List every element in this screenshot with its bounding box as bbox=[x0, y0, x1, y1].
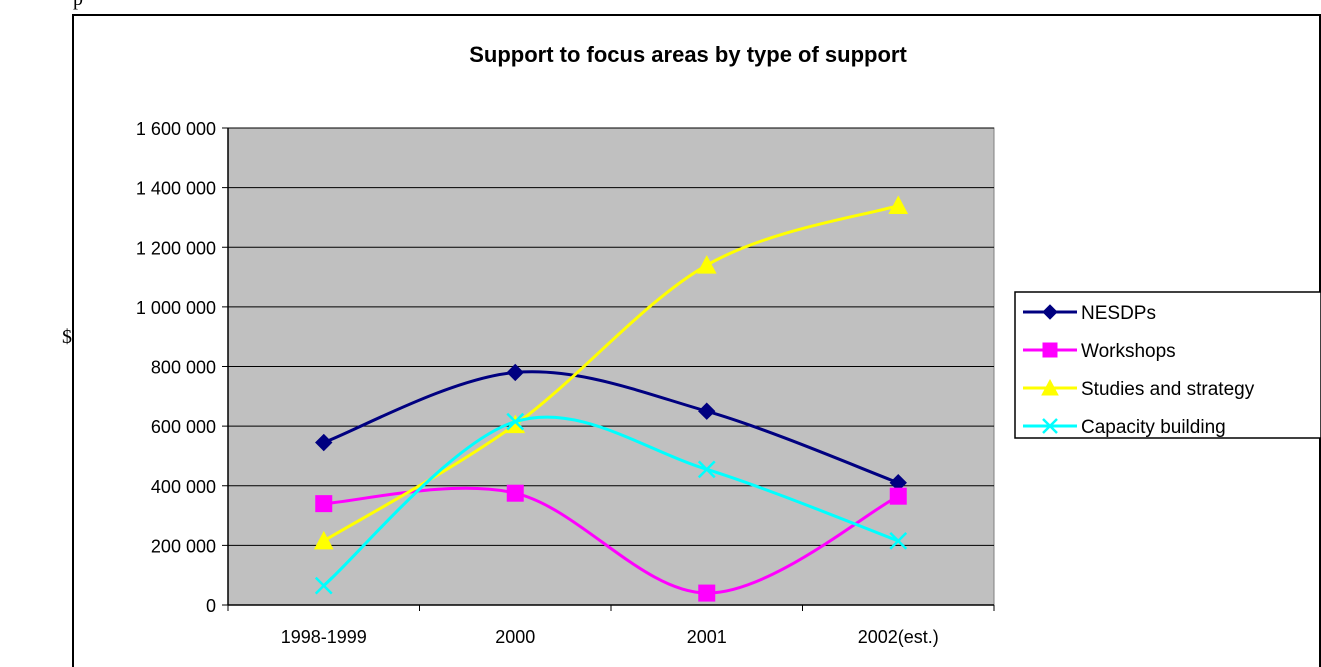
series-nesdps bbox=[315, 363, 907, 492]
legend-item: NESDPs bbox=[1023, 303, 1156, 324]
series-line bbox=[323, 486, 899, 595]
legend: NESDPs Workshops Studies and strategy Capac… bbox=[1014, 291, 1321, 439]
y-tick-label: 400 000 bbox=[151, 477, 216, 497]
legend-item: Capacity building bbox=[1023, 417, 1226, 438]
legend-label: Capacity building bbox=[1081, 417, 1226, 438]
legend-box bbox=[1014, 291, 1321, 439]
data-point bbox=[697, 460, 716, 479]
marker-stroke bbox=[1042, 418, 1058, 434]
y-tick-label: 600 000 bbox=[151, 417, 216, 437]
data-point bbox=[506, 412, 525, 431]
series-capacity-building bbox=[314, 412, 908, 595]
data-point bbox=[315, 433, 333, 452]
legend-swatch-marker bbox=[1041, 378, 1059, 396]
marker-stroke bbox=[314, 576, 333, 595]
legend-swatch-marker bbox=[1042, 418, 1058, 434]
legend-label: Studies and strategy bbox=[1081, 379, 1255, 400]
data-point bbox=[506, 484, 524, 502]
legend-swatch-marker bbox=[1042, 342, 1058, 358]
chart-title: Support to focus areas by type of suppor… bbox=[469, 42, 907, 67]
series-line bbox=[322, 415, 899, 587]
y-tick-label: 800 000 bbox=[151, 358, 216, 378]
x-tick-label: 2000 bbox=[495, 627, 535, 647]
y-tick-label: 0 bbox=[206, 596, 216, 616]
series-studies-and-strategy bbox=[313, 195, 909, 550]
legend-label: NESDPs bbox=[1081, 303, 1156, 324]
x-tick-label: 2002(est.) bbox=[858, 627, 939, 647]
y-tick-label: 1 400 000 bbox=[136, 179, 216, 199]
page-fragment-text: p bbox=[73, 0, 83, 11]
marker-stroke bbox=[697, 460, 716, 479]
series-line bbox=[323, 370, 899, 485]
data-point bbox=[889, 532, 908, 550]
data-point bbox=[888, 195, 909, 215]
data-point bbox=[315, 495, 333, 513]
y-tick-label: 1 200 000 bbox=[136, 238, 216, 258]
legend-item: Workshops bbox=[1023, 341, 1176, 362]
y-axis-label: $ bbox=[62, 326, 72, 348]
axes: 0 200 000 400 000 600 000 800 000 1 000 000 1 … bbox=[136, 119, 995, 647]
data-point bbox=[698, 584, 716, 602]
series-layer bbox=[313, 195, 909, 602]
x-tick-label: 2001 bbox=[687, 627, 727, 647]
data-point bbox=[698, 402, 716, 420]
data-point bbox=[506, 363, 524, 382]
gridlines bbox=[228, 127, 994, 546]
data-point bbox=[889, 487, 907, 505]
data-point bbox=[696, 255, 717, 274]
data-point bbox=[314, 576, 333, 595]
marker-stroke bbox=[889, 532, 908, 550]
marker-stroke bbox=[506, 412, 525, 431]
legend-swatch-marker bbox=[1042, 304, 1058, 320]
y-tick-label: 1 000 000 bbox=[136, 298, 216, 318]
data-point bbox=[313, 530, 334, 550]
y-tick-label: 200 000 bbox=[151, 536, 216, 556]
series-line bbox=[322, 204, 899, 543]
legend-item: Studies and strategy bbox=[1023, 378, 1255, 400]
x-tick-label: 1998-1999 bbox=[281, 627, 367, 647]
series-workshops bbox=[315, 484, 907, 602]
legend-label: Workshops bbox=[1081, 341, 1176, 362]
y-tick-label: 1 600 000 bbox=[136, 119, 216, 139]
